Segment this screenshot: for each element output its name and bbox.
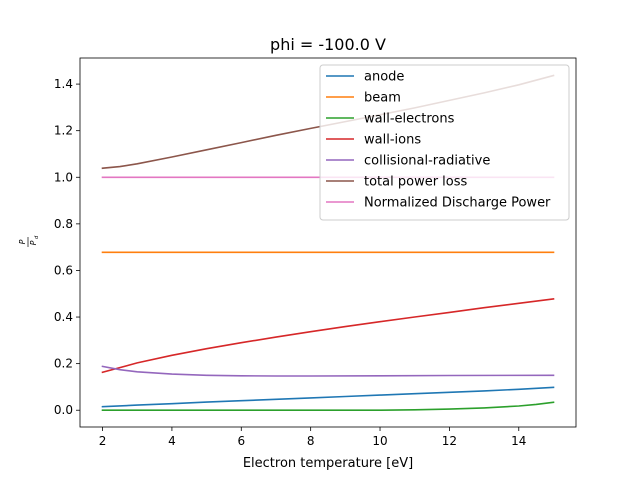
y-tick-label: 0.2 <box>54 357 73 371</box>
series-line-wall-ions <box>101 298 555 374</box>
legend-box <box>319 64 570 221</box>
y-tick-label: 1.2 <box>54 124 73 138</box>
chart-title: phi = -100.0 V <box>270 35 386 54</box>
series-line-collisional-radiative <box>101 365 555 377</box>
y-tick-label: 1.0 <box>54 170 73 184</box>
series-line-anode <box>101 386 555 408</box>
x-tick-label: 2 <box>99 434 107 448</box>
x-axis-label: Electron temperature [eV] <box>243 456 413 471</box>
legend-label: wall-ions <box>364 133 421 148</box>
y-axis-label-numerator: P <box>18 239 27 244</box>
y-axis-label-denominator: P <box>29 240 38 245</box>
y-axis: 0.0 0.2 0.4 0.6 0.8 1.0 1.2 1.4 <box>54 77 80 417</box>
x-tick-label: 12 <box>442 434 457 448</box>
y-axis-label: P P d <box>18 235 40 247</box>
y-tick-label: 0.6 <box>54 263 73 277</box>
legend-label: collisional-radiative <box>364 154 490 169</box>
legend-label: anode <box>364 70 404 85</box>
legend-label: total power loss <box>364 175 468 190</box>
x-tick-label: 4 <box>168 434 176 448</box>
x-tick-label: 10 <box>372 434 387 448</box>
y-tick-label: 0.8 <box>54 217 73 231</box>
y-tick-label: 0.4 <box>54 310 73 324</box>
legend-label: wall-electrons <box>364 112 455 127</box>
x-tick-label: 6 <box>237 434 245 448</box>
plot-frame <box>79 57 577 428</box>
y-tick-label: 1.4 <box>54 77 73 91</box>
x-tick-label: 14 <box>511 434 526 448</box>
x-axis: 2 4 6 8 10 12 14 <box>99 427 526 448</box>
legend-label: beam <box>364 91 401 106</box>
series-line-wall-electrons <box>101 401 555 412</box>
legend: anode beam wall-electrons wall-ions collisio… <box>319 64 570 221</box>
legend-label: Normalized Discharge Power <box>364 196 551 211</box>
x-tick-label: 8 <box>307 434 315 448</box>
y-axis-label-denominator-subscript: d <box>34 235 40 239</box>
y-tick-label: 0.0 <box>54 403 73 417</box>
